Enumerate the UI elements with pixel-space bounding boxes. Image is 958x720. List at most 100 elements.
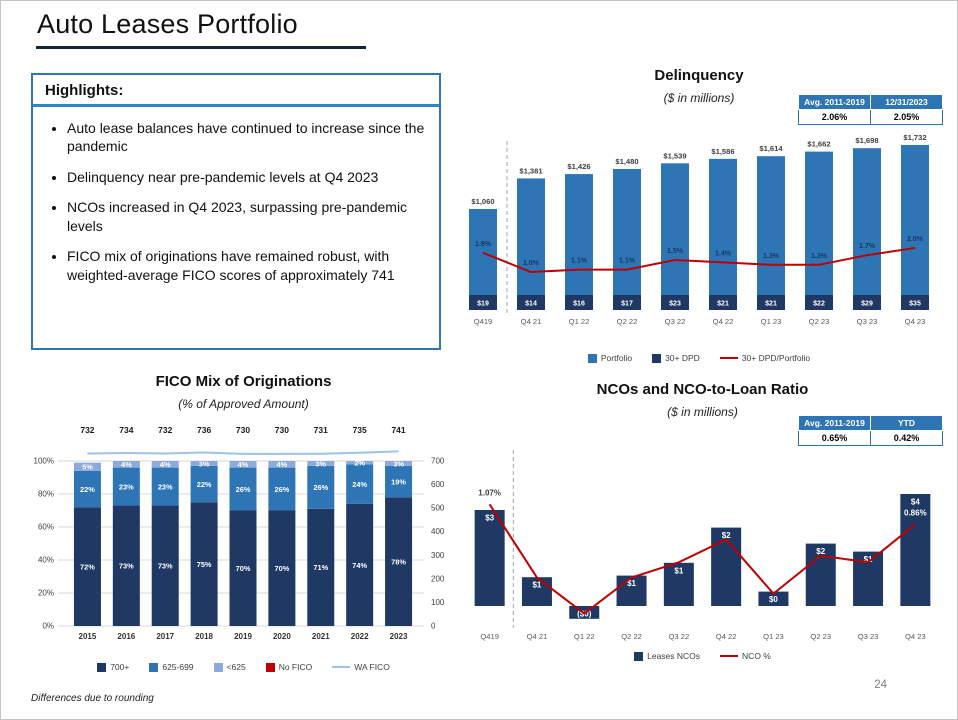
portfolio-value-label: $1,539 <box>663 151 686 160</box>
fico-segment <box>268 461 296 468</box>
segment-label: 4% <box>277 460 288 469</box>
delinquency-panel: Delinquency ($ in millions) Avg. 2011-20… <box>449 67 949 372</box>
fico-segment <box>190 461 218 466</box>
fico-segment <box>112 461 140 468</box>
segment-label: 23% <box>158 482 173 491</box>
fico-title: FICO Mix of Originations <box>155 373 332 390</box>
fico-segment <box>307 465 335 509</box>
legend-swatch <box>149 662 159 672</box>
dpd-ratio-label: 1.0% <box>523 260 540 267</box>
fico-segment <box>190 465 218 503</box>
page-number: 24 <box>874 679 887 691</box>
x-tick-label: Q4 21 <box>527 632 548 641</box>
y-right-tick: 700 <box>431 457 445 466</box>
fico-segment <box>346 503 374 626</box>
y-right-tick: 400 <box>431 527 445 536</box>
x-tick-label: Q419 <box>480 632 499 641</box>
stats-value-cell: 0.65% <box>798 430 871 446</box>
portfolio-value-label: $1,060 <box>471 197 494 206</box>
fico-segment <box>229 510 257 626</box>
fico-segment <box>385 461 413 466</box>
portfolio-value-label: $1,586 <box>711 147 734 156</box>
segment-label: 26% <box>313 483 328 492</box>
legend-label: 700+ <box>110 662 130 672</box>
dpd-bar <box>613 295 641 310</box>
wa-fico-label: 730 <box>236 425 250 435</box>
x-tick-label: Q4 22 <box>713 317 734 326</box>
nco-value-label: $0 <box>769 595 778 604</box>
legend-item: 700+ <box>97 662 129 672</box>
highlights-title: Highlights: <box>45 82 124 99</box>
nco-bar <box>900 494 931 606</box>
fico-segment <box>268 510 296 626</box>
fico-segment <box>151 505 179 626</box>
legend-item: 30+ DPD <box>652 353 700 363</box>
nco-value-label: $4 <box>911 498 920 507</box>
y-left-tick: 20% <box>38 589 54 598</box>
dpd-ratio-label: 1.1% <box>571 258 588 265</box>
segment-label: 3% <box>199 459 210 468</box>
x-tick-label: Q3 23 <box>858 632 879 641</box>
page-title: Auto Leases Portfolio <box>37 9 298 39</box>
fico-subtitle: (% of Approved Amount) <box>178 397 309 411</box>
segment-label: 4% <box>160 460 171 469</box>
x-tick-label: Q2 22 <box>617 317 638 326</box>
fico-legend: 700+ 625-699 <625 No FICO WA FICO <box>26 662 461 672</box>
fico-segment <box>307 461 335 466</box>
portfolio-bar <box>661 163 689 310</box>
legend-item: <625 <box>213 662 246 672</box>
x-tick-label: Q3 22 <box>665 317 686 326</box>
delinquency-legend: Portfolio 30+ DPD 30+ DPD/Portfolio <box>449 353 949 363</box>
portfolio-value-label: $1,480 <box>615 157 638 166</box>
nco-value-label: $1 <box>627 579 636 588</box>
nco-bar <box>758 591 789 606</box>
portfolio-bar <box>469 208 497 310</box>
dpd-value-label: $29 <box>861 301 873 308</box>
fico-chart: 0% 20% 40% 60% 80% 100% 0 100 200 300 400 500 600 700… <box>34 425 445 641</box>
portfolio-bar <box>517 178 545 310</box>
segment-label: 23% <box>119 482 134 491</box>
x-tick-label: Q419 <box>474 317 493 326</box>
y-right-tick: 300 <box>431 551 445 560</box>
segment-label: 70% <box>274 564 289 573</box>
legend-label: 625-699 <box>162 662 194 672</box>
fico-segment <box>112 505 140 626</box>
portfolio-bar <box>805 151 833 310</box>
legend-item: No FICO <box>265 662 312 672</box>
legend-swatch <box>213 662 223 672</box>
fico-segment <box>307 508 335 626</box>
wa-fico-line <box>87 450 399 455</box>
fico-segment <box>385 465 413 498</box>
segment-label: 2% <box>354 458 365 467</box>
x-tick-label: Q2 22 <box>621 632 642 641</box>
nco-bar <box>474 510 505 606</box>
dpd-ratio-label: 1.4% <box>715 250 732 257</box>
highlight-bullet: NCOs increased in Q4 2023, surpassing pr… <box>67 198 425 235</box>
dpd-bar <box>661 295 689 310</box>
highlights-box: Highlights: Auto lease balances have con… <box>31 73 441 350</box>
x-tick-label: 2017 <box>156 632 174 641</box>
legend-swatch <box>634 651 644 661</box>
nco-bar <box>616 575 647 606</box>
dpd-value-label: $23 <box>669 301 681 308</box>
segment-label: 3% <box>393 459 404 468</box>
segment-label: 72% <box>80 562 95 571</box>
y-right-tick: 200 <box>431 574 445 583</box>
legend-label: WA FICO <box>354 662 390 672</box>
legend-label: 30+ DPD <box>665 353 700 363</box>
dpd-ratio-label: 1.5% <box>667 248 684 255</box>
nco-title: NCOs and NCO-to-Loan Ratio <box>596 381 809 398</box>
nco-value-label: $2 <box>816 547 825 556</box>
x-tick-label: Q3 23 <box>857 317 878 326</box>
x-tick-label: 2022 <box>351 632 369 641</box>
dpd-value-label: $16 <box>573 301 585 308</box>
nco-value-label: $3 <box>485 514 494 523</box>
fico-segment <box>151 467 179 506</box>
dpd-value-label: $21 <box>717 301 729 308</box>
fico-segment <box>229 467 257 511</box>
fico-segment <box>385 497 413 626</box>
x-tick-label: Q4 23 <box>905 632 926 641</box>
portfolio-value-label: $1,662 <box>807 140 830 149</box>
delinquency-title: Delinquency <box>654 67 744 84</box>
